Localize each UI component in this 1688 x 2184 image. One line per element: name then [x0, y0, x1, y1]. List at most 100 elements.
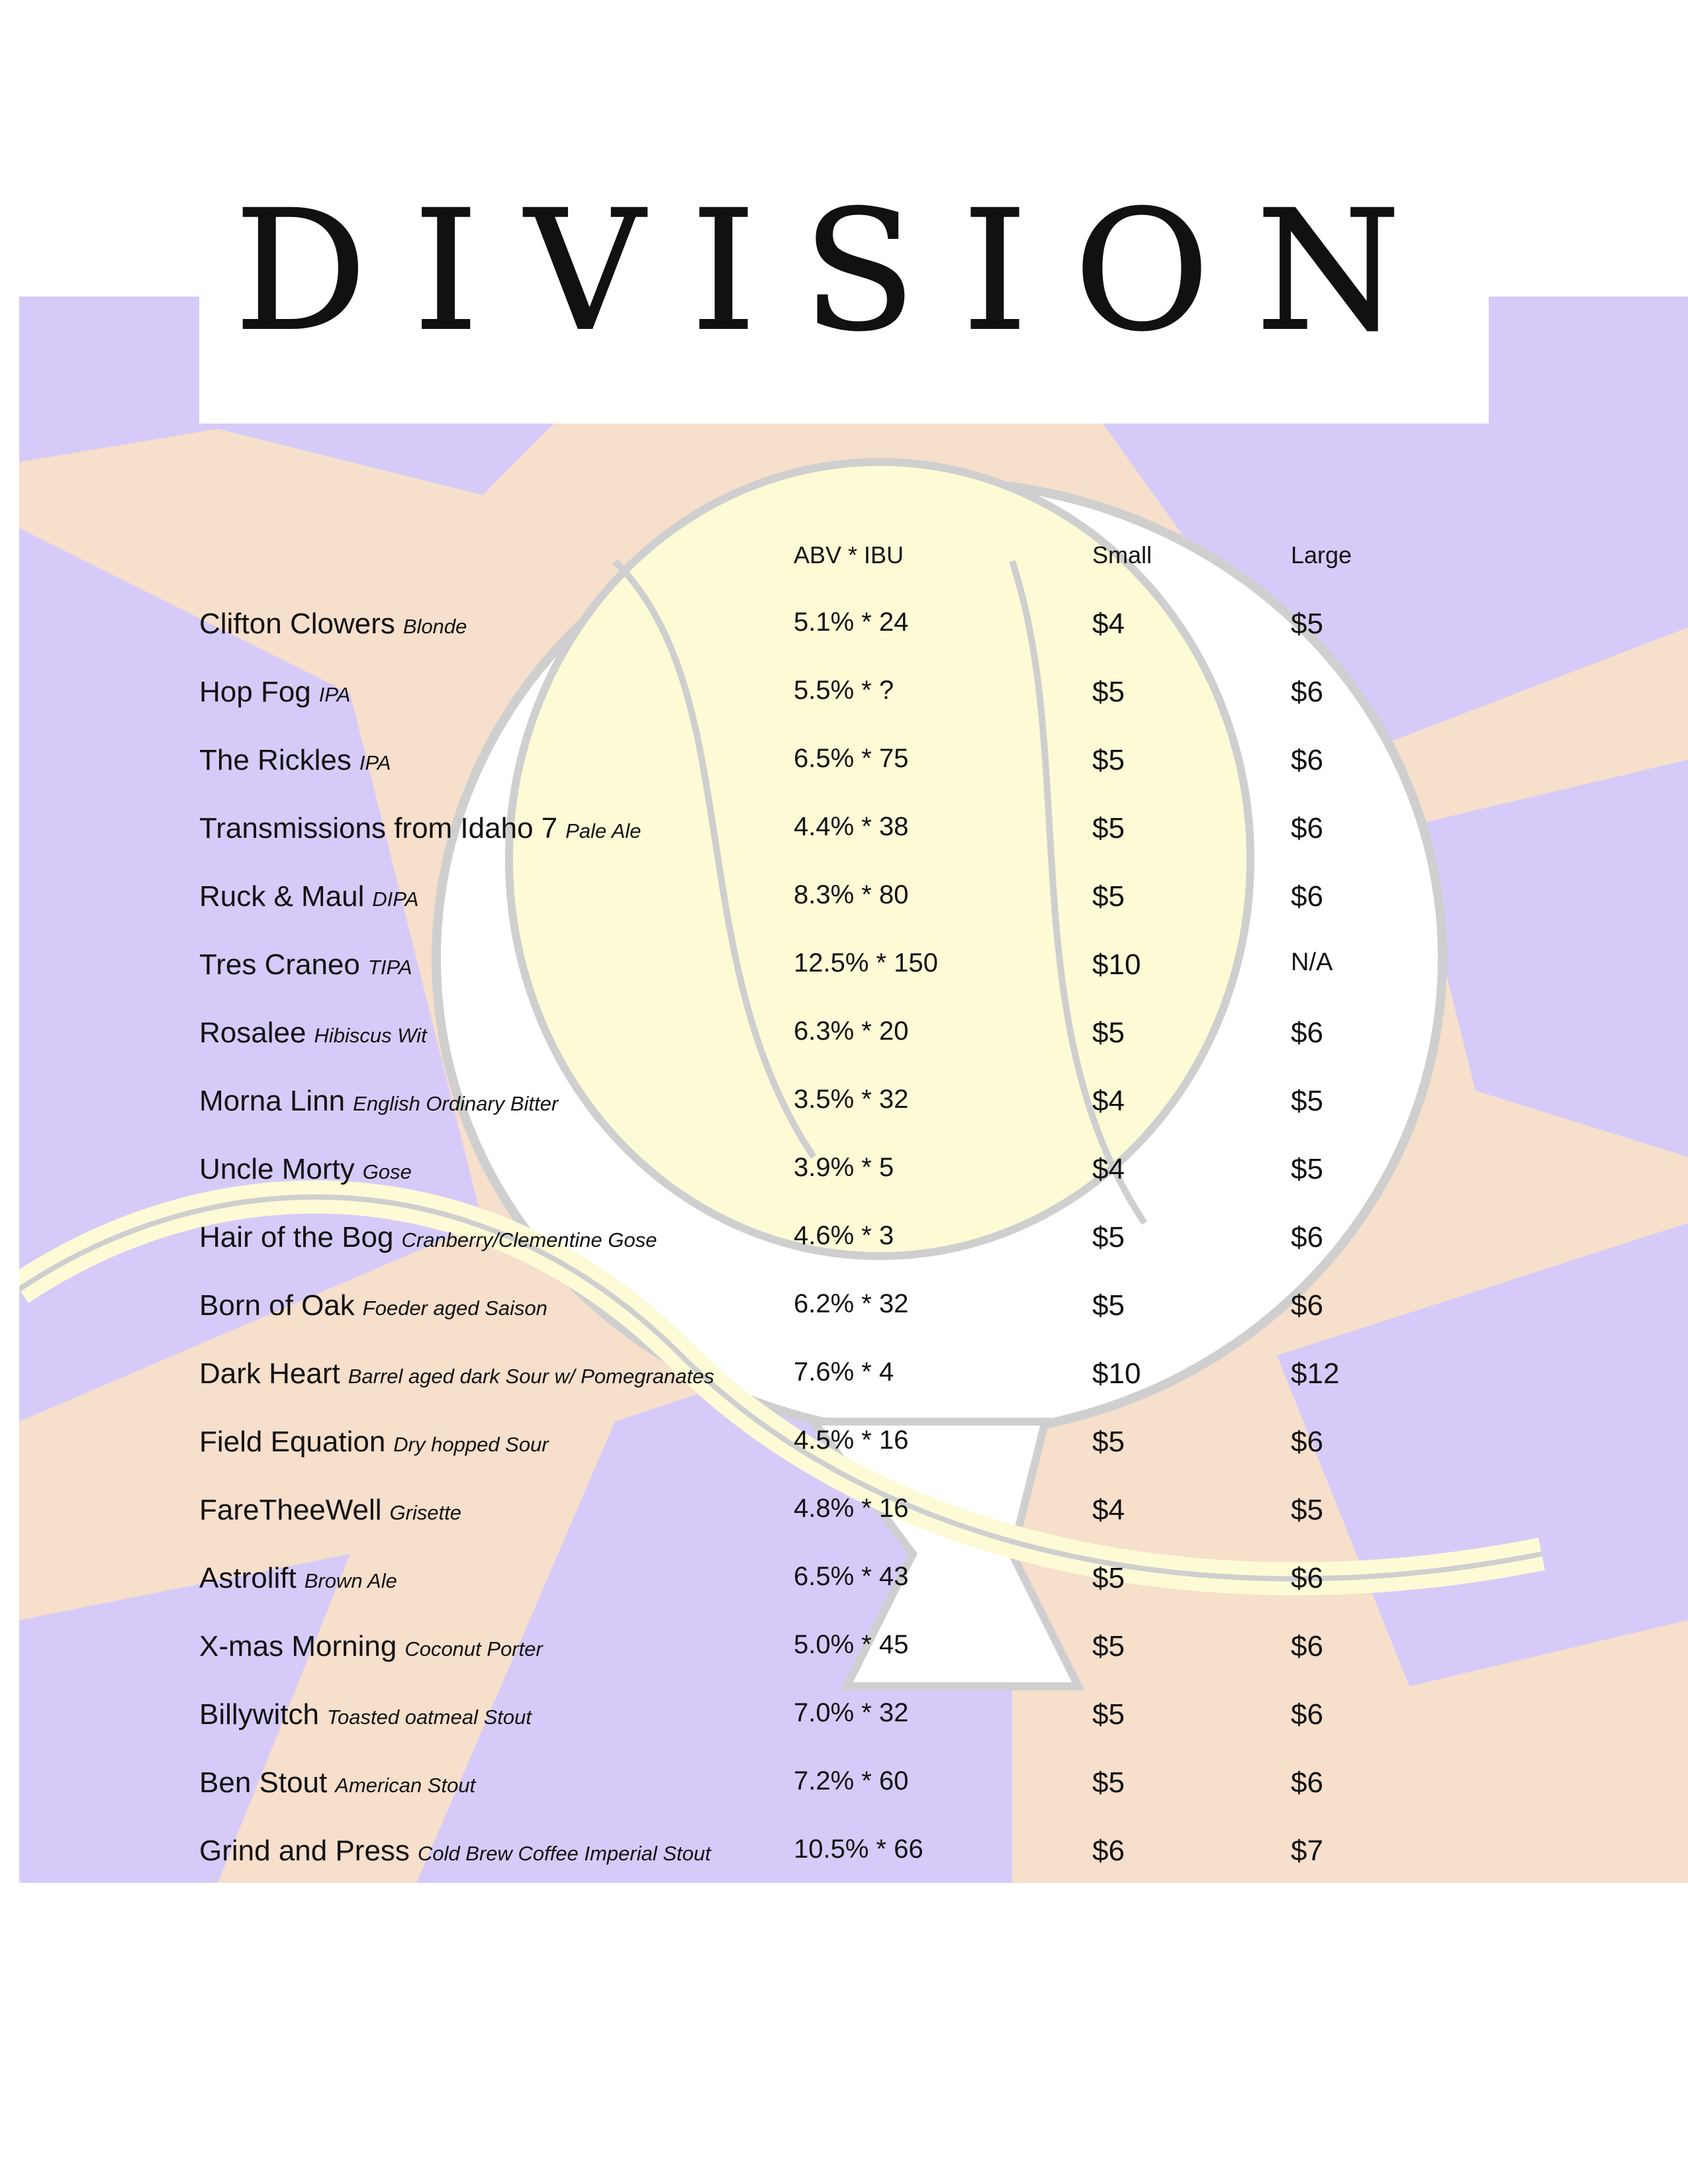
beer-name-text: X-mas Morning [199, 1630, 397, 1662]
beer-name: Morna Linn English Ordinary Bitter [199, 1085, 558, 1118]
beer-price-large: $6 [1291, 1017, 1323, 1049]
beer-style: Brown Ale [304, 1569, 397, 1592]
beer-abv-ibu: 4.6% * 3 [794, 1221, 894, 1250]
header-abv-ibu: ABV * IBU [794, 541, 904, 569]
header-small: Small [1092, 541, 1152, 569]
beer-price-small: $4 [1092, 1153, 1125, 1185]
beer-name-text: Morna Linn [199, 1085, 346, 1117]
beer-name-text: Hop Fog [199, 676, 311, 708]
beer-name-text: Clifton Clowers [199, 608, 395, 640]
beer-style: TIPA [367, 956, 412, 979]
beer-abv-ibu: 4.4% * 38 [794, 812, 909, 841]
beer-abv-ibu: 5.1% * 24 [794, 608, 909, 637]
beer-price-large: $6 [1291, 1766, 1323, 1799]
beer-name-text: Rosalee [199, 1017, 306, 1049]
beer-name-text: Astrolift [199, 1562, 297, 1594]
beer-style: Grisette [389, 1501, 462, 1524]
beer-name: Uncle Morty Gose [199, 1153, 412, 1186]
beer-abv-ibu: 3.5% * 32 [794, 1085, 909, 1114]
beer-name: Hop Fog IPA [199, 676, 350, 709]
beer-style: IPA [359, 751, 391, 774]
beer-price-large: N/A [1291, 948, 1333, 976]
beer-price-large: $5 [1291, 1153, 1323, 1185]
beer-row: Morna Linn English Ordinary Bitter 3.5% * … [0, 1085, 1688, 1124]
beer-price-large: $6 [1291, 1562, 1323, 1594]
beer-row: Astrolift Brown Ale 6.5% * 43 $5 $6 [0, 1562, 1688, 1602]
beer-style: English Ordinary Bitter [353, 1092, 559, 1115]
beer-name-text: Transmissions from Idaho 7 [199, 812, 558, 844]
beer-abv-ibu: 12.5% * 150 [794, 948, 938, 978]
beer-row: Tres Craneo TIPA 12.5% * 150 $10 N/A [0, 948, 1688, 988]
beer-name: Tres Craneo TIPA [199, 948, 412, 981]
beer-row: Hop Fog IPA 5.5% * ? $5 $6 [0, 676, 1688, 715]
beer-price-large: $7 [1291, 1835, 1323, 1867]
beer-price-small: $5 [1092, 1289, 1125, 1322]
beer-name: Ruck & Maul DIPA [199, 880, 418, 913]
beer-style: Toasted oatmeal Stout [326, 1706, 532, 1729]
beer-price-large: $5 [1291, 1494, 1323, 1526]
beer-price-small: $5 [1092, 1630, 1125, 1662]
beer-abv-ibu: 7.2% * 60 [794, 1766, 909, 1796]
beer-style: Gose [362, 1160, 412, 1183]
beer-abv-ibu: 3.9% * 5 [794, 1153, 894, 1182]
beer-style: Pale Ale [565, 819, 641, 842]
beer-name-text: Uncle Morty [199, 1153, 355, 1185]
beer-price-small: $5 [1092, 744, 1125, 776]
beer-name: Astrolift Brown Ale [199, 1562, 397, 1595]
beer-row: Born of Oak Foeder aged Saison 6.2% * 32 $5… [0, 1289, 1688, 1329]
beer-name: Dark Heart Barrel aged dark Sour w/ Pomeg… [199, 1357, 714, 1390]
beer-name: Hair of the Bog Cranberry/Clementine Gose [199, 1221, 657, 1254]
beer-abv-ibu: 5.5% * ? [794, 676, 894, 705]
beer-name: Clifton Clowers Blonde [199, 608, 467, 641]
beer-price-small: $10 [1092, 1357, 1141, 1390]
beer-price-small: $10 [1092, 948, 1141, 981]
beer-style: IPA [318, 683, 351, 706]
title-banner [199, 296, 1489, 424]
beer-price-small: $5 [1092, 676, 1125, 708]
beer-abv-ibu: 6.3% * 20 [794, 1017, 909, 1046]
beer-name-text: Ben Stout [199, 1766, 328, 1799]
beer-price-large: $12 [1291, 1357, 1340, 1390]
beer-row: Uncle Morty Gose 3.9% * 5 $4 $5 [0, 1153, 1688, 1193]
beer-style: Dry hopped Sour [393, 1433, 549, 1456]
beer-price-small: $5 [1092, 1766, 1125, 1799]
beer-name: Billywitch Toasted oatmeal Stout [199, 1698, 532, 1731]
beer-name: Rosalee Hibiscus Wit [199, 1017, 427, 1050]
beer-price-large: $6 [1291, 1698, 1323, 1731]
beer-name: Born of Oak Foeder aged Saison [199, 1289, 547, 1322]
beer-price-large: $6 [1291, 880, 1323, 913]
beer-name: Grind and Press Cold Brew Coffee Imperial… [199, 1835, 711, 1868]
beer-name-text: Dark Heart [199, 1357, 340, 1390]
beer-abv-ibu: 7.6% * 4 [794, 1357, 894, 1387]
beer-style: Cranberry/Clementine Gose [401, 1228, 657, 1251]
beer-abv-ibu: 6.5% * 43 [794, 1562, 909, 1591]
beer-price-large: $6 [1291, 1630, 1323, 1662]
beer-name-text: FareTheeWell [199, 1494, 382, 1526]
header-large: Large [1291, 541, 1352, 569]
beer-row: Billywitch Toasted oatmeal Stout 7.0% * 32… [0, 1698, 1688, 1738]
beer-abv-ibu: 6.2% * 32 [794, 1289, 909, 1318]
beer-style: American Stout [335, 1774, 476, 1797]
beer-name: Transmissions from Idaho 7 Pale Ale [199, 812, 641, 845]
beer-name-text: Grind and Press [199, 1835, 410, 1867]
beer-row: The Rickles IPA 6.5% * 75 $5 $6 [0, 744, 1688, 784]
beer-price-large: $6 [1291, 1289, 1323, 1322]
beer-row: Dark Heart Barrel aged dark Sour w/ Pomeg… [0, 1357, 1688, 1397]
beer-abv-ibu: 4.8% * 16 [794, 1494, 909, 1523]
beer-price-small: $4 [1092, 608, 1125, 640]
beer-price-small: $5 [1092, 1562, 1125, 1594]
beer-name-text: Hair of the Bog [199, 1221, 394, 1253]
beer-price-small: $4 [1092, 1085, 1125, 1117]
beer-price-large: $6 [1291, 744, 1323, 776]
beer-name-text: Ruck & Maul [199, 880, 365, 913]
beer-price-small: $5 [1092, 812, 1125, 844]
beer-style: Blonde [402, 615, 467, 638]
beer-row: Rosalee Hibiscus Wit 6.3% * 20 $5 $6 [0, 1017, 1688, 1056]
beer-name: X-mas Morning Coconut Porter [199, 1630, 543, 1663]
beer-name: The Rickles IPA [199, 744, 391, 777]
beer-abv-ibu: 6.5% * 75 [794, 744, 909, 773]
beer-style: Hibiscus Wit [314, 1024, 427, 1047]
beer-abv-ibu: 10.5% * 66 [794, 1835, 923, 1864]
beer-price-large: $6 [1291, 676, 1323, 708]
beer-row: Ruck & Maul DIPA 8.3% * 80 $5 $6 [0, 880, 1688, 920]
